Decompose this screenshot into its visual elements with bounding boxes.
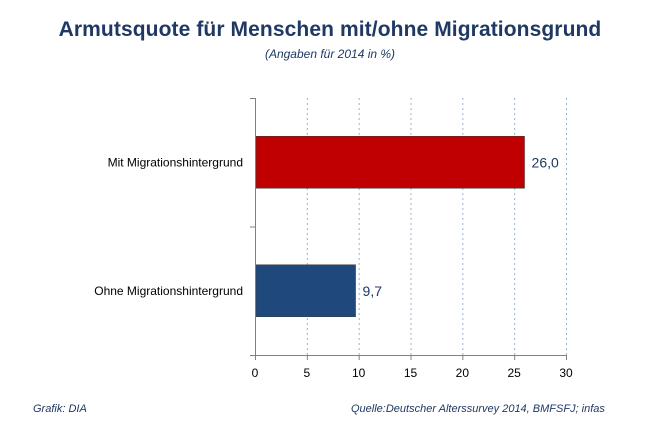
labels: 0 5 10 15 20 25 30 Mit Migrationshintergrund 26,… bbox=[94, 154, 573, 380]
bar-value-label: 9,7 bbox=[363, 283, 383, 299]
chart-subtitle: (Angaben für 2014 in %) bbox=[264, 47, 396, 61]
bars bbox=[255, 136, 525, 317]
footer-credit: Grafik: DIA bbox=[33, 403, 87, 415]
y-category-label: Mit Migrationshintergrund bbox=[108, 155, 243, 169]
bar bbox=[255, 136, 525, 189]
x-tick-label: 20 bbox=[456, 366, 470, 380]
bar-value-label: 26,0 bbox=[532, 154, 559, 170]
footer-source: Quelle:Deutscher Alterssurvey 2014, BMFS… bbox=[351, 403, 605, 415]
x-tick-label: 5 bbox=[303, 366, 310, 380]
x-tick-label: 15 bbox=[404, 366, 418, 380]
x-tick-label: 0 bbox=[252, 366, 259, 380]
x-tick-label: 10 bbox=[352, 366, 366, 380]
bar bbox=[255, 264, 356, 317]
x-tick-label: 25 bbox=[507, 366, 521, 380]
y-category-label: Ohne Migrationshintergrund bbox=[94, 284, 243, 298]
chart-title: Armutsquote für Menschen mit/ohne Migrat… bbox=[58, 18, 602, 41]
axes bbox=[250, 98, 567, 360]
x-tick-label: 30 bbox=[559, 366, 573, 380]
